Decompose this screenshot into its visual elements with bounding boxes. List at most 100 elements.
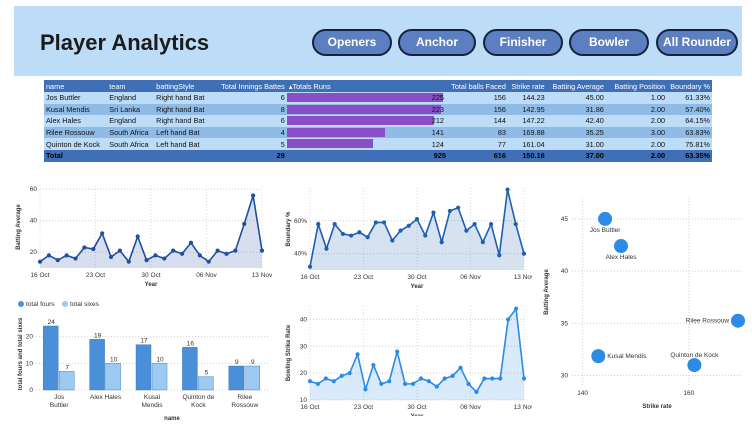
y-axis-title: Batting Average: [544, 269, 550, 315]
y-tick-label: 40: [30, 218, 38, 225]
bar-value-label: 10: [110, 356, 118, 363]
x-tick-label: 06 Nov: [196, 272, 217, 279]
x-tick-label: 06 Nov: [460, 404, 481, 411]
data-point: [233, 248, 238, 253]
data-point: [251, 193, 256, 198]
table-cell: 63.83%: [667, 126, 712, 139]
x-tick-label: 30 Oct: [407, 274, 426, 281]
x-tick-label: 140: [577, 390, 588, 397]
table-cell: 57.40%: [667, 103, 712, 116]
data-point: [206, 259, 211, 264]
bar-value-label: 7: [65, 364, 69, 371]
y-axis-title: total fours and total sixes: [18, 317, 24, 390]
all-rounder-button[interactable]: All Rounder: [656, 29, 738, 56]
x-axis-title: name: [164, 416, 180, 422]
table-row[interactable]: Alex Hales England Right hand Bat 6 212 144 14…: [44, 115, 712, 127]
data-point: [447, 208, 453, 214]
table-cell: 225: [286, 92, 448, 104]
x-tick-label: 16 Oct: [300, 404, 319, 411]
data-point: [458, 365, 463, 370]
column-header-balls[interactable]: Total balls Faced: [447, 80, 508, 92]
column-header-runs[interactable]: ▴Totals Runs: [286, 80, 448, 92]
table-header-row: name team battingStyle Total Innings Bat…: [44, 80, 712, 92]
category-label: Mendis: [142, 402, 164, 409]
runs-data-bar: [286, 116, 434, 126]
data-point: [179, 251, 185, 256]
bar-value-label: 17: [140, 338, 148, 345]
data-point: [153, 253, 158, 258]
openers-button[interactable]: Openers: [312, 29, 392, 56]
data-point: [387, 379, 392, 384]
table-cell: 63.35%: [667, 149, 712, 162]
table-cell: South Africa: [107, 126, 155, 139]
point-label: Alex Hales: [605, 254, 637, 261]
runs-data-bar: [286, 127, 385, 137]
data-point: [324, 246, 329, 251]
data-point: [307, 264, 313, 269]
table-row[interactable]: Quinton de Kock South Africa Left hand Bat…: [44, 138, 712, 150]
table-row[interactable]: Rilee Rossouw South Africa Left hand Bat 4 1…: [44, 126, 712, 139]
y-tick-label: 40%: [294, 251, 307, 258]
series-line: [309, 306, 525, 394]
table-cell: [154, 149, 214, 162]
data-point: [450, 373, 455, 378]
category-label: Kock: [191, 402, 206, 409]
table-cell: 31.00: [546, 138, 606, 150]
table-cell: Rilee Rossouw: [44, 126, 108, 139]
data-point: [431, 210, 436, 215]
column-header-runs-label: Totals Runs: [292, 81, 331, 91]
y-tick-label: 10: [26, 360, 34, 367]
data-point: [379, 381, 384, 386]
data-point: [482, 376, 487, 381]
table-cell: 169.88: [507, 126, 547, 139]
finisher-button[interactable]: Finisher: [483, 29, 563, 56]
y-tick-label: 20: [26, 334, 34, 341]
column-header-batting-average[interactable]: Batting Average: [546, 80, 606, 92]
data-point: [259, 248, 265, 253]
data-point: [91, 246, 96, 252]
bowling-strike-rate-chart: 10 20 30 40 16 Oct 23 Oct 30 Oct 06 Nov 13 Nov Ye…: [286, 306, 532, 416]
category-label: Rilee: [237, 394, 252, 401]
runs-value: 225: [431, 93, 444, 103]
category-label: Jos: [54, 394, 65, 401]
data-point: [410, 381, 416, 386]
data-point: [82, 245, 87, 250]
x-tick-label: 23 Oct: [354, 404, 373, 411]
data-point: [498, 376, 503, 381]
column-header-team[interactable]: team: [107, 80, 155, 92]
bar: [198, 376, 214, 391]
table-row[interactable]: Jos Buttler England Right hand Bat 6 225 156 1…: [44, 92, 712, 104]
bar: [244, 365, 261, 391]
data-point: [117, 248, 123, 253]
table-row[interactable]: Kusal Mendis Sri Lanka Right hand Bat 8 223 1…: [44, 103, 712, 116]
data-point: [480, 240, 485, 245]
data-point: [521, 251, 527, 256]
table-cell: 77: [447, 138, 508, 150]
data-point: [506, 317, 511, 322]
bowler-button[interactable]: Bowler: [569, 29, 649, 56]
table-cell: 147.22: [507, 115, 547, 127]
table-cell: Right hand Bat: [154, 115, 214, 127]
data-point: [144, 258, 149, 263]
scatter-point: [591, 349, 606, 364]
x-tick-label: 30 Oct: [141, 272, 160, 279]
anchor-button[interactable]: Anchor: [398, 29, 476, 56]
column-header-batting-style[interactable]: battingStyle: [154, 80, 214, 92]
data-point: [332, 221, 337, 227]
column-header-batting-position[interactable]: Batting Position: [605, 80, 668, 92]
column-header-name[interactable]: name: [44, 80, 108, 92]
data-point: [456, 205, 461, 210]
table-total-row[interactable]: Total 29 925 616 150.16 37.00 2.00 63.35%: [44, 149, 712, 162]
table-cell: 42.40: [546, 115, 606, 127]
table-cell: Right hand Bat: [154, 92, 214, 104]
data-point: [323, 376, 328, 381]
column-header-innings[interactable]: Total Innings Battes: [213, 80, 287, 92]
column-header-boundary[interactable]: Boundary %: [667, 80, 712, 92]
bar: [89, 339, 105, 391]
legend-label: total fours: [26, 301, 55, 308]
data-point: [339, 373, 344, 378]
data-point: [357, 230, 362, 235]
column-header-strike-rate[interactable]: Strike rate: [507, 80, 547, 92]
bar: [182, 347, 198, 391]
data-point: [423, 233, 428, 238]
